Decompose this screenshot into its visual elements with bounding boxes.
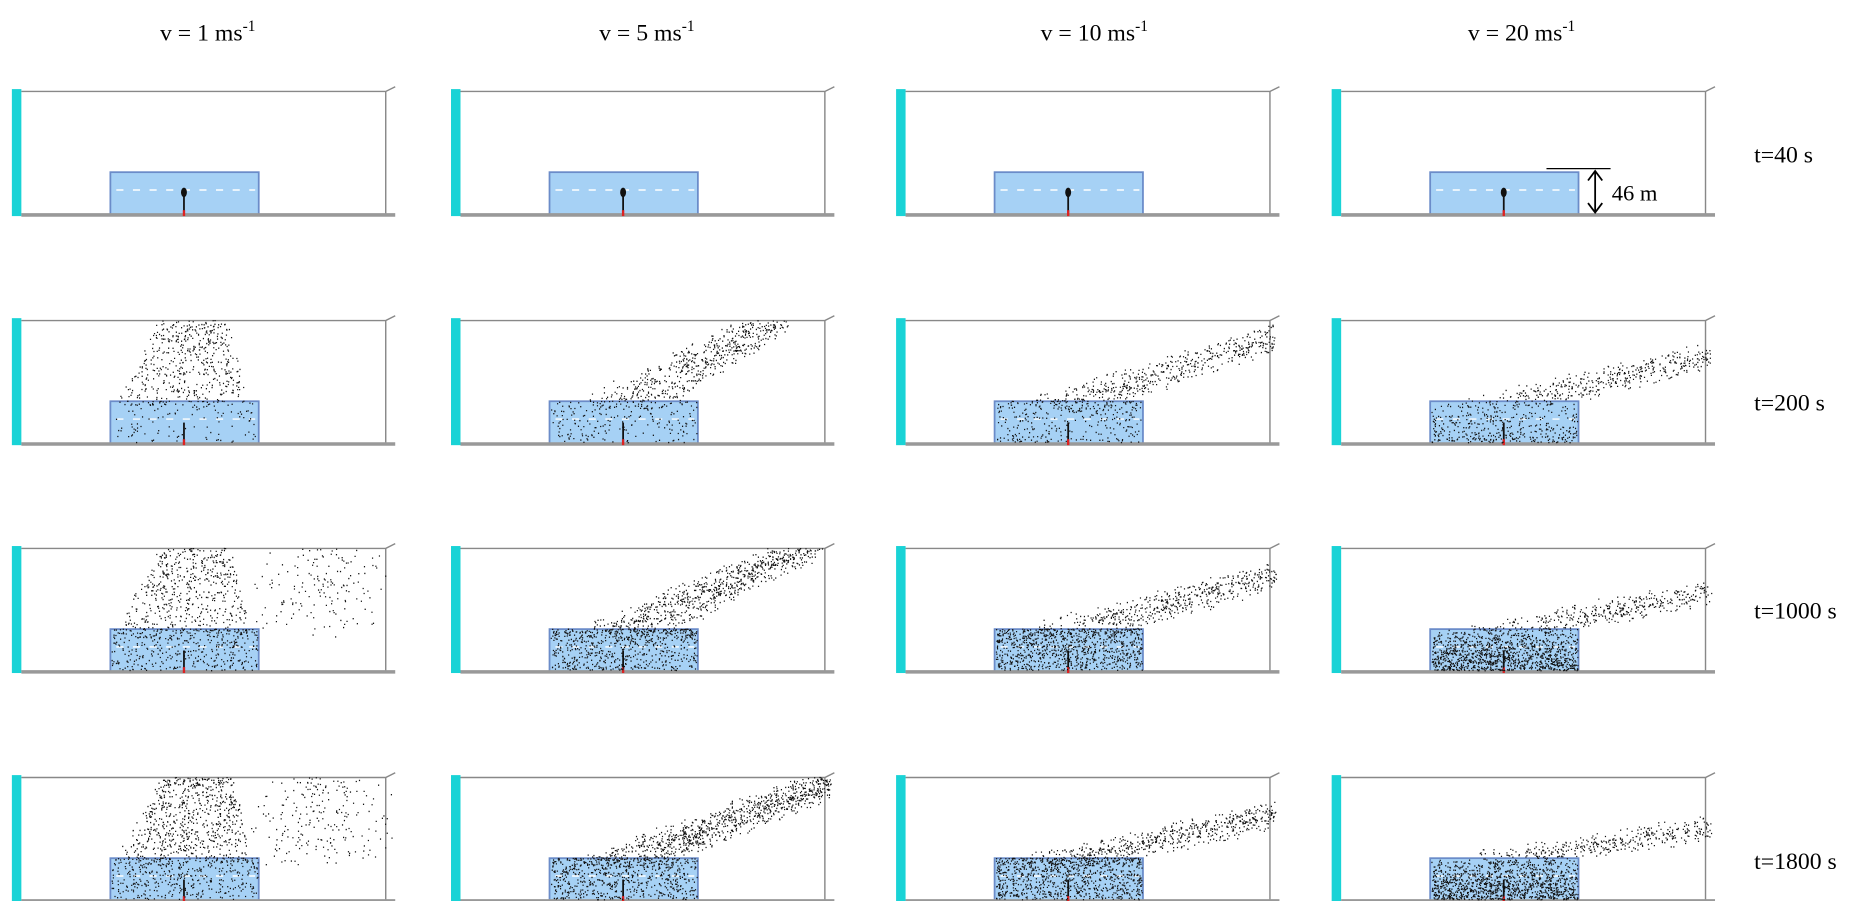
panel: [12, 544, 395, 673]
inlet-wall: [12, 546, 21, 673]
inlet-wall: [1332, 318, 1341, 445]
inlet-wall: [12, 775, 21, 901]
column-header-main: v = 10 ms: [1041, 20, 1135, 46]
column-header-main: v = 5 ms: [599, 20, 682, 46]
column-header-main: v = 1 ms: [160, 20, 243, 46]
inlet-wall: [896, 89, 905, 216]
column-header: v = 10 ms-1: [1041, 18, 1148, 46]
inlet-wall: [451, 775, 460, 901]
inlet-wall: [451, 89, 460, 216]
inlet-wall: [896, 546, 905, 673]
inlet-wall: [896, 318, 905, 445]
plume-head: [620, 188, 626, 197]
annotation-label: 46 m: [1612, 181, 1658, 206]
row-label: t=1000 s: [1754, 598, 1837, 624]
panel: [896, 544, 1279, 673]
column-header-superscript: -1: [1562, 18, 1575, 35]
inlet-wall: [896, 775, 905, 901]
column-header: v = 20 ms-1: [1468, 18, 1575, 46]
inlet-wall: [1332, 89, 1341, 216]
column-header-superscript: -1: [243, 18, 256, 35]
panel: [1332, 773, 1715, 901]
plume-head: [181, 188, 187, 197]
panel: [451, 316, 834, 445]
page: {"columns": [ {"label": "v = 1 ms", "sup…: [0, 0, 1861, 901]
column-header-superscript: -1: [682, 18, 695, 35]
row-label: t=40 s: [1754, 143, 1813, 169]
panel: [451, 544, 834, 673]
figure: v = 1 ms-1v = 5 ms-1v = 10 ms-1v = 20 ms…: [0, 0, 1861, 901]
panel: [12, 773, 395, 901]
row-label: t=1800 s: [1754, 849, 1837, 875]
inlet-wall: [451, 318, 460, 445]
panel: [451, 773, 834, 901]
panel: [12, 87, 395, 216]
panel: [1332, 316, 1715, 445]
panel: [896, 316, 1279, 445]
plume-head: [1065, 188, 1071, 197]
panel: [896, 87, 1279, 216]
inlet-wall: [1332, 775, 1341, 901]
panel: [1332, 544, 1715, 673]
inlet-wall: [1332, 546, 1341, 673]
panel: [451, 87, 834, 216]
row-label: t=200 s: [1754, 391, 1825, 417]
inlet-wall: [12, 89, 21, 216]
panel: [12, 316, 395, 445]
column-header-superscript: -1: [1135, 18, 1148, 35]
panel: [896, 773, 1279, 901]
column-header: v = 5 ms-1: [599, 18, 694, 46]
column-header-main: v = 20 ms: [1468, 20, 1562, 46]
column-header: v = 1 ms-1: [160, 18, 255, 46]
inlet-wall: [12, 318, 21, 445]
inlet-wall: [451, 546, 460, 673]
plume-head: [1501, 188, 1507, 197]
